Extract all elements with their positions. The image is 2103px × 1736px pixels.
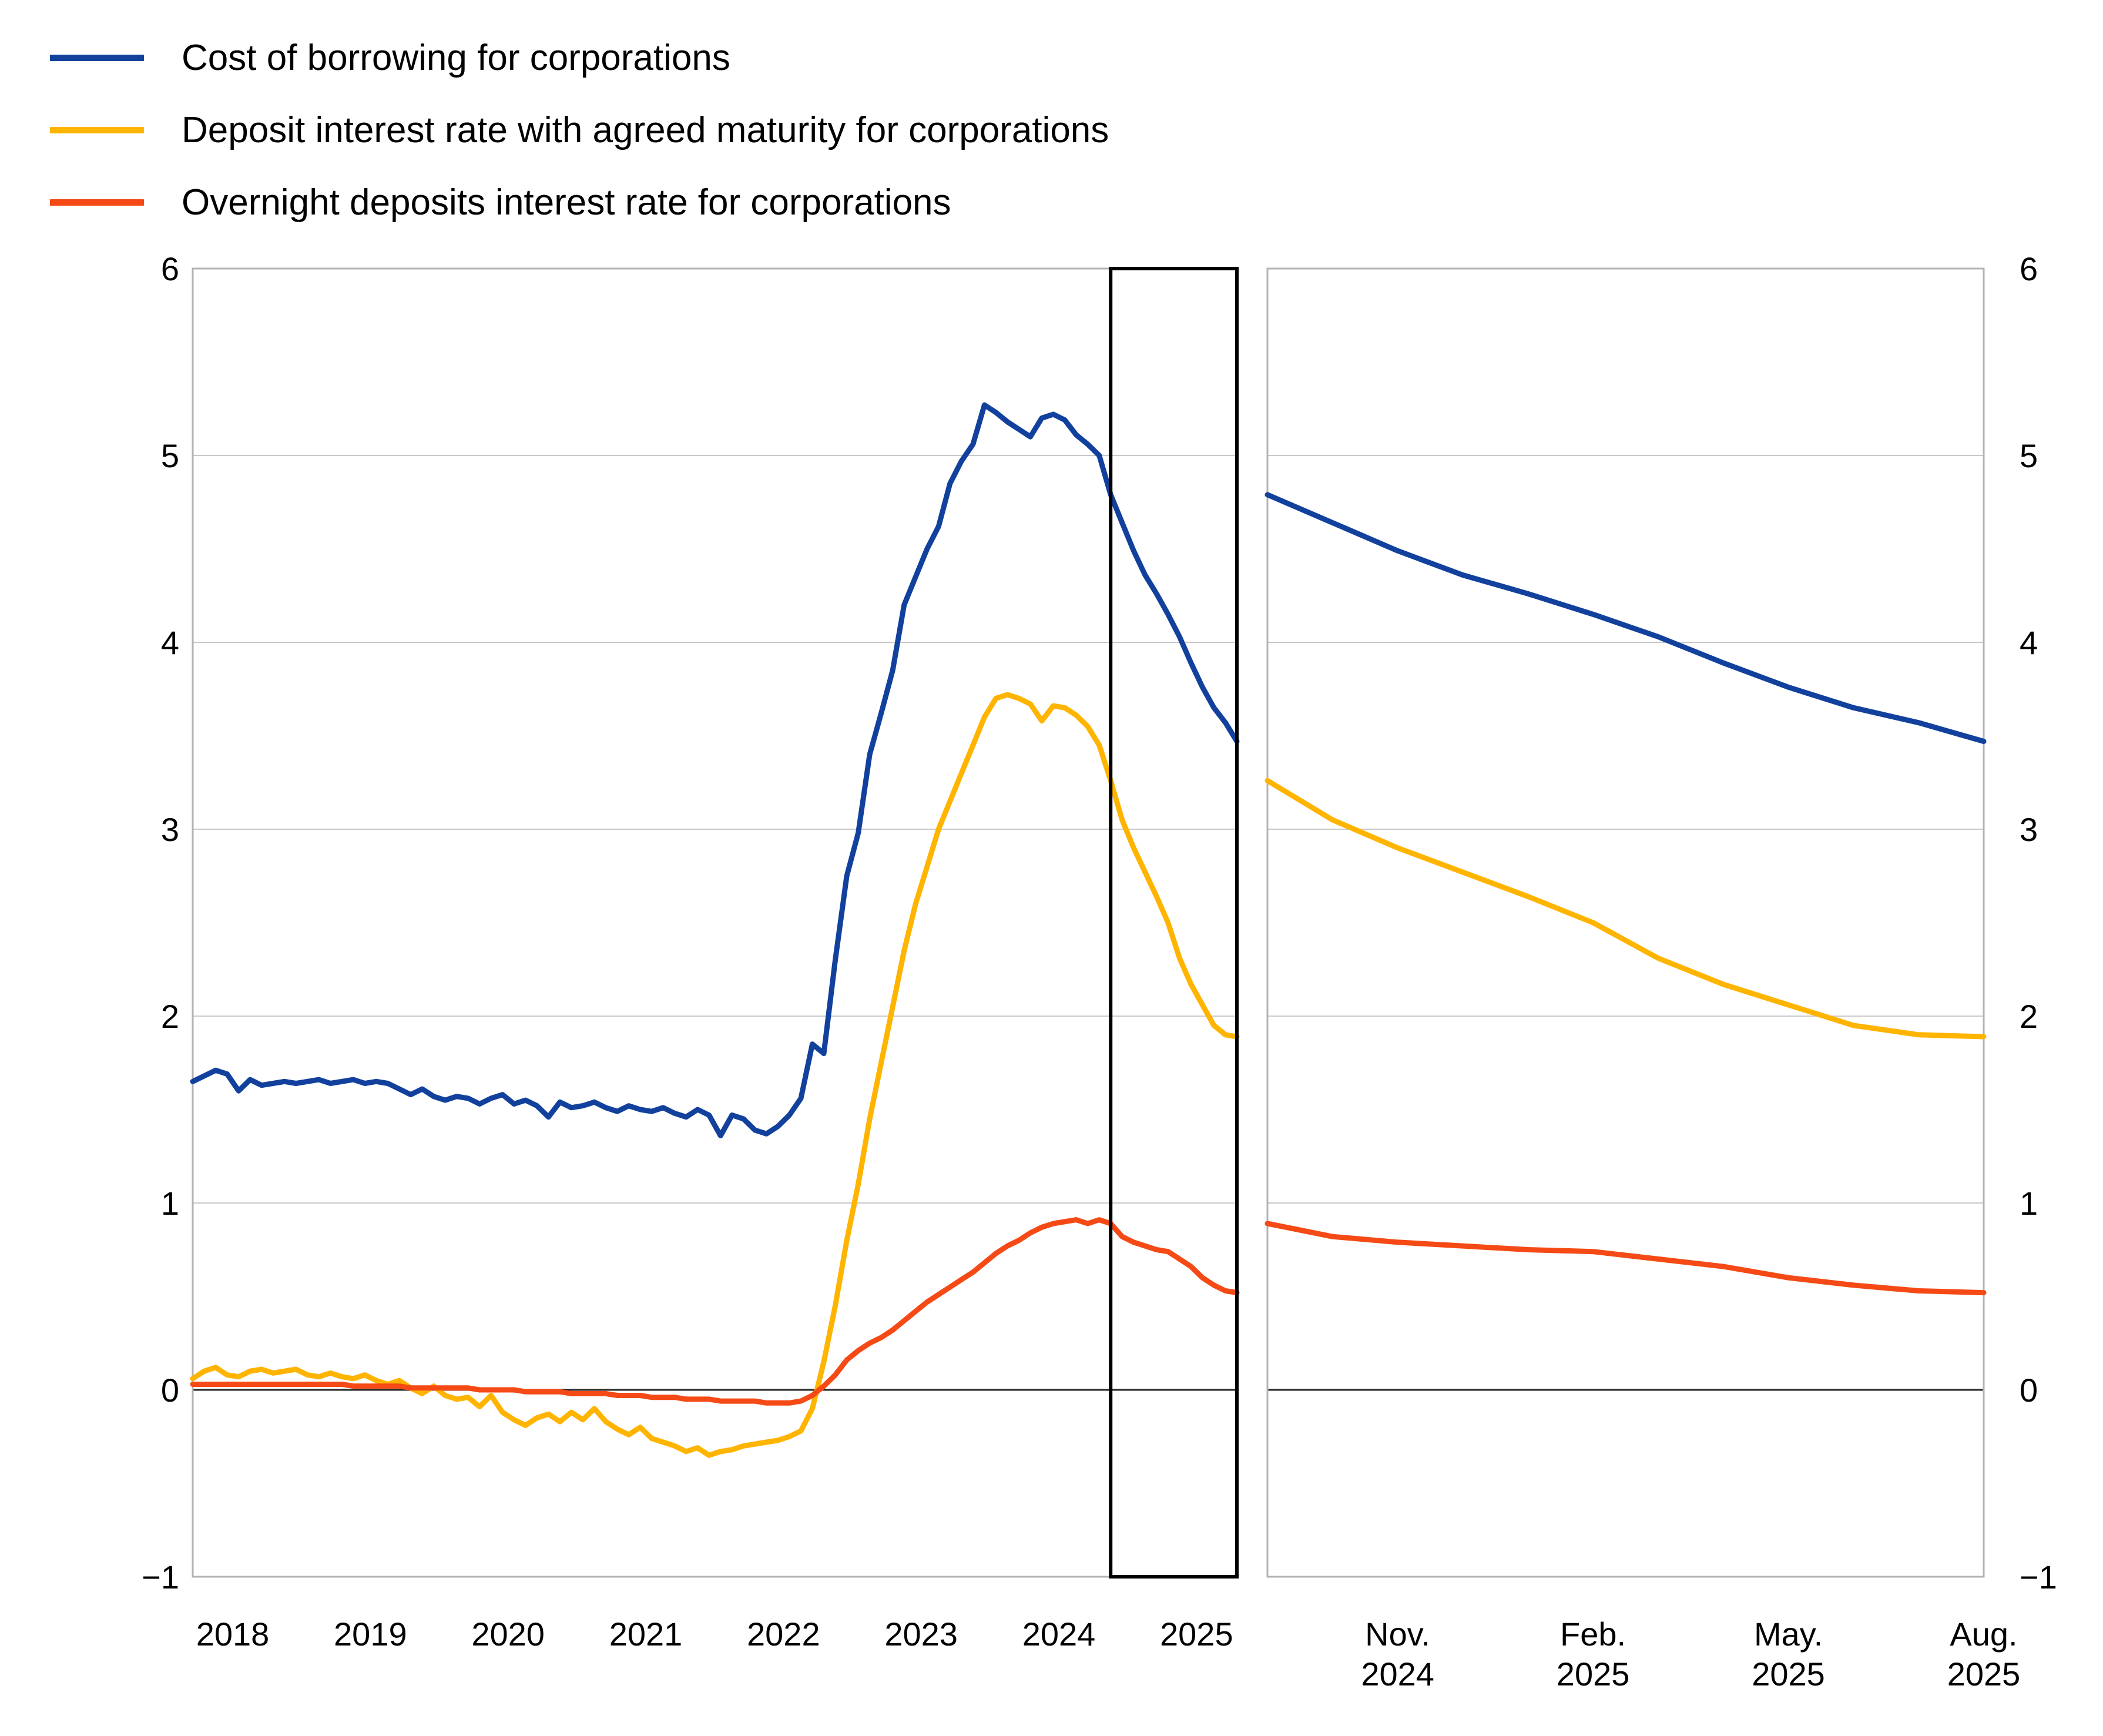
y-axis-label-right-2: 2 (2020, 998, 2038, 1035)
series-line-left-cost-of-borrowing (190, 402, 1240, 1138)
y-axis-label-right-−1: −1 (2020, 1559, 2057, 1596)
legend-item-overnight-deposits: Overnight deposits interest rate for cor… (50, 181, 1109, 224)
legend-label-cost-of-borrowing: Cost of borrowing for corporations (182, 38, 730, 78)
x-axis-label-month-Feb: Feb. (1560, 1616, 1626, 1653)
y-axis-label-left-2: 2 (161, 998, 179, 1035)
y-axis-label-right-6: 6 (2020, 250, 2038, 287)
y-axis-label-right-0: 0 (2020, 1372, 2038, 1409)
x-axis-label-year-2022: 2022 (747, 1616, 820, 1653)
legend-swatch-overnight-deposits-icon (50, 199, 144, 206)
y-axis-label-right-1: 1 (2020, 1185, 2038, 1222)
y-axis-label-right-5: 5 (2020, 437, 2038, 474)
series-line-right-overnight-deposits (1265, 1221, 1987, 1296)
right-panel-border (1266, 267, 1985, 1578)
x-axis-label-year-2019: 2019 (334, 1616, 407, 1653)
series-line-right-deposit-agreed-maturity (1265, 777, 1987, 1040)
x-axis-label-month-year-2025: 2025 (1947, 1655, 2021, 1693)
legend-label-overnight-deposits: Overnight deposits interest rate for cor… (182, 182, 951, 223)
y-axis-label-left-4: 4 (161, 624, 179, 661)
x-axis-label-month-year-2025: 2025 (1557, 1655, 1630, 1693)
x-axis-label-month-year-2024: 2024 (1361, 1655, 1434, 1693)
x-axis-label-month-May: May. (1754, 1616, 1823, 1653)
x-axis-label-year-2024: 2024 (1022, 1616, 1096, 1653)
y-axis-label-left-−1: −1 (142, 1559, 179, 1596)
series-line-right-cost-of-borrowing (1265, 492, 1987, 744)
legend-item-cost-of-borrowing: Cost of borrowing for corporations (50, 36, 1109, 79)
y-axis-label-left-6: 6 (161, 250, 179, 287)
series-line-left-overnight-deposits (190, 1217, 1240, 1406)
x-axis-label-year-2023: 2023 (884, 1616, 958, 1653)
highlight-window-box (1109, 267, 1239, 1579)
y-axis-label-left-1: 1 (161, 1185, 179, 1222)
x-axis-label-year-2021: 2021 (609, 1616, 683, 1653)
x-axis-label-month-Nov: Nov. (1365, 1616, 1430, 1653)
series-line-left-deposit-agreed-maturity (190, 692, 1240, 1458)
x-axis-label-month-year-2025: 2025 (1752, 1655, 1825, 1693)
y-axis-label-right-4: 4 (2020, 624, 2038, 661)
x-axis-label-year-2025: 2025 (1160, 1616, 1233, 1653)
legend-swatch-deposit-agreed-maturity-icon (50, 127, 144, 134)
y-axis-label-left-0: 0 (161, 1372, 179, 1409)
x-axis-label-year-2018: 2018 (196, 1616, 270, 1653)
legend-item-deposit-agreed-maturity: Deposit interest rate with agreed maturi… (50, 109, 1109, 152)
legend-label-deposit-agreed-maturity: Deposit interest rate with agreed maturi… (182, 110, 1109, 151)
y-axis-label-left-5: 5 (161, 437, 179, 474)
legend: Cost of borrowing for corporations Depos… (50, 36, 1109, 224)
y-axis-label-left-3: 3 (161, 811, 179, 848)
x-axis-label-year-2020: 2020 (471, 1616, 545, 1653)
legend-swatch-cost-of-borrowing-icon (50, 55, 144, 62)
x-axis-label-month-Aug: Aug. (1950, 1616, 2017, 1653)
y-axis-label-right-3: 3 (2020, 811, 2038, 848)
